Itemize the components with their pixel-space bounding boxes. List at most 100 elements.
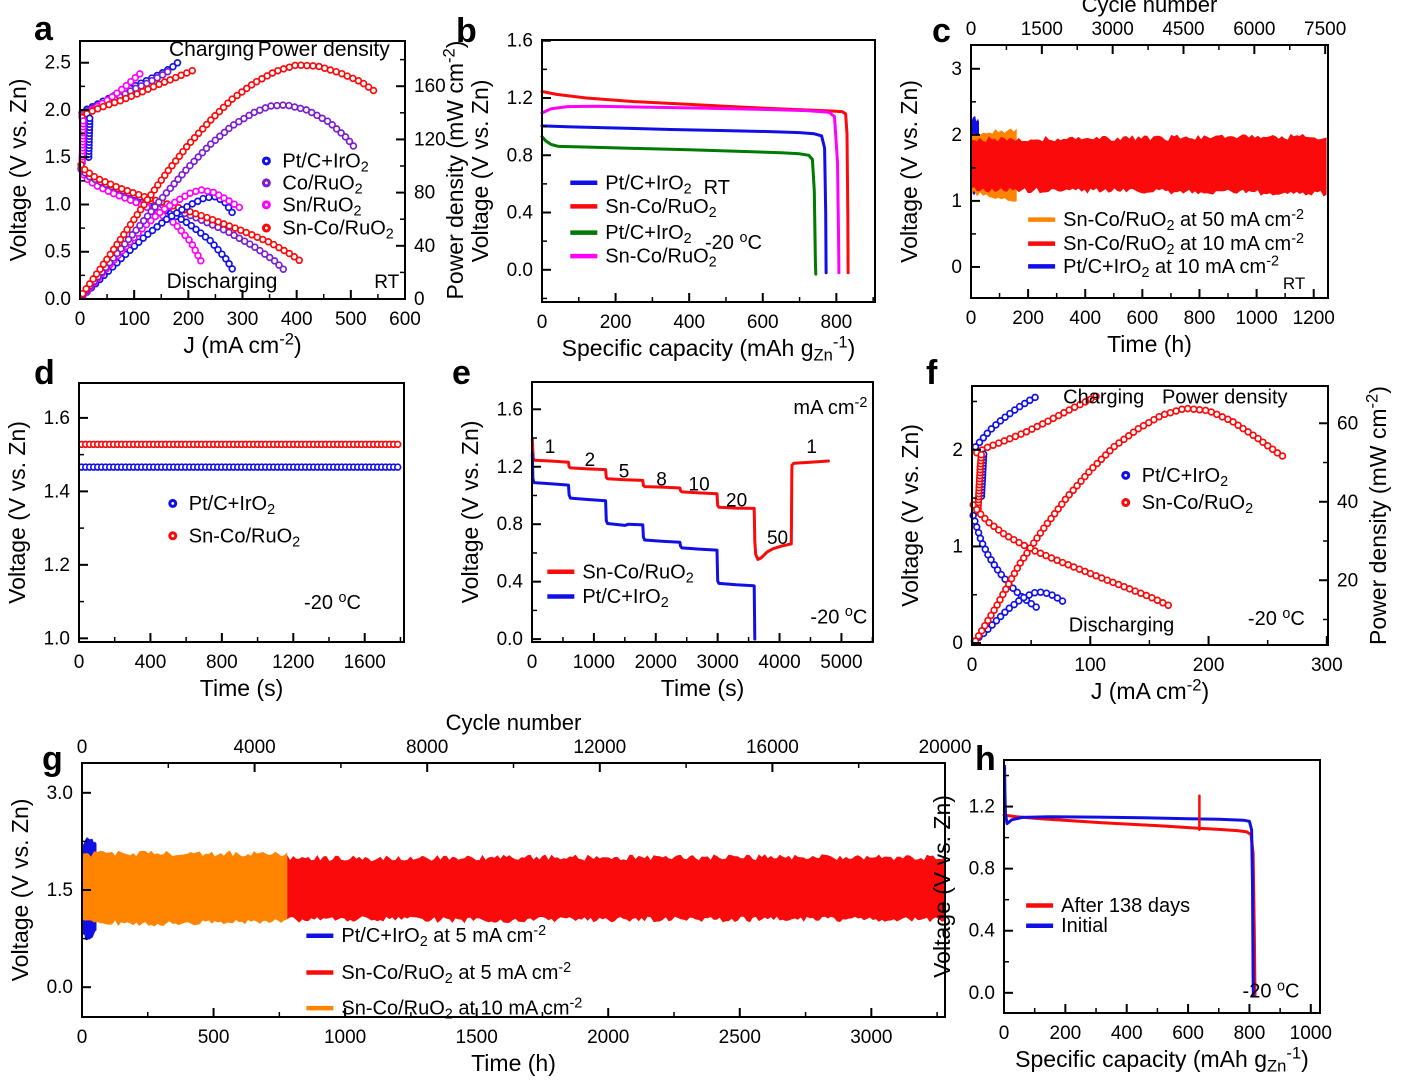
svg-text:Time (s): Time (s) <box>200 675 283 701</box>
legend-item-red: After 138 days <box>1061 895 1190 917</box>
svg-text:1000: 1000 <box>324 1027 366 1048</box>
svg-text:400: 400 <box>135 652 167 673</box>
svg-text:0: 0 <box>966 308 977 329</box>
svg-text:Cycle number: Cycle number <box>1082 0 1218 17</box>
legend-item-blue: Initial <box>1061 915 1108 937</box>
svg-text:200: 200 <box>600 312 632 333</box>
svg-text:0.0: 0.0 <box>47 977 73 998</box>
svg-text:0: 0 <box>966 19 977 40</box>
svg-text:1.6: 1.6 <box>44 408 70 429</box>
svg-text:1.5: 1.5 <box>45 147 71 168</box>
svg-text:3: 3 <box>951 59 962 80</box>
legend-item-red: Sn-Co/RuO2​ <box>282 218 393 243</box>
svg-text:60: 60 <box>1337 413 1358 434</box>
svg-text:600: 600 <box>1172 1023 1204 1044</box>
svg-text:Time (s): Time (s) <box>661 675 744 701</box>
svg-text:200: 200 <box>1012 308 1044 329</box>
svg-text:Power density (mW cm-2​): Power density (mW cm-2​) <box>1363 386 1391 645</box>
panel-f-annotation-2: Discharging <box>1069 615 1175 637</box>
svg-text:3.0: 3.0 <box>47 783 73 804</box>
svg-text:1: 1 <box>952 536 963 557</box>
svg-text:200: 200 <box>172 309 204 330</box>
svg-text:0.4: 0.4 <box>969 921 996 942</box>
legend-item-magenta: Sn-Co/RuO2​ <box>605 246 716 271</box>
svg-text:400: 400 <box>673 312 705 333</box>
svg-text:0.0: 0.0 <box>45 289 71 310</box>
svg-text:3000: 3000 <box>1092 19 1134 40</box>
svg-text:400: 400 <box>1111 1023 1143 1044</box>
svg-text:1.2: 1.2 <box>969 797 995 818</box>
series-f-ptc-iro2-charge <box>971 393 1039 451</box>
legend-item-magenta: Sn/RuO2​ <box>282 194 361 219</box>
series-b-sn-co-ruo2-m20 <box>540 104 841 275</box>
svg-text:Time (h): Time (h) <box>1107 331 1192 357</box>
svg-text:0: 0 <box>951 257 962 278</box>
svg-text:Voltage (V vs. Zn): Voltage (V vs. Zn) <box>5 79 31 262</box>
series-c-sn-co-ruo2-10ma-band <box>971 133 1327 197</box>
panel-g-legend: Pt/C+IrO2​ at 5 mA cm-2​ Sn-Co/RuO2​ at 5… <box>306 923 582 1023</box>
svg-text:1.2: 1.2 <box>44 555 70 576</box>
panel-e-annotation-4: 10 <box>689 475 710 496</box>
svg-text:300: 300 <box>227 309 259 330</box>
svg-text:200: 200 <box>1193 655 1225 676</box>
svg-text:0.0: 0.0 <box>507 260 533 281</box>
svg-text:1500: 1500 <box>1021 19 1063 40</box>
panel-e-annotation-6: 50 <box>767 528 788 549</box>
panel-a-annotation-0: Charging <box>169 38 254 61</box>
panel-e-annotation-9: -20 o​C <box>810 604 867 628</box>
svg-text:16000: 16000 <box>746 737 799 758</box>
svg-text:200: 200 <box>1050 1023 1082 1044</box>
panel-e-annotation-0: 1 <box>545 437 556 458</box>
legend-item-blue: Pt/C+IrO2​ <box>1142 465 1228 490</box>
svg-text:0.8: 0.8 <box>507 145 533 166</box>
series-f-sn-co-ruo2-power <box>971 404 1287 645</box>
series-h-initial <box>1003 764 1255 998</box>
svg-text:500: 500 <box>198 1027 230 1048</box>
svg-text:Voltage (V vs. Zn): Voltage (V vs. Zn) <box>4 421 30 604</box>
legend-item-blue: Pt/C+IrO2​ at 10 mA cm-2​ <box>1063 254 1279 281</box>
svg-text:Time (h): Time (h) <box>471 1050 556 1076</box>
svg-text:400: 400 <box>281 309 313 330</box>
panel-e-annotation-5: 20 <box>726 490 747 511</box>
series-g-sn-co-ruo2-10ma-band <box>82 850 288 927</box>
panel-h-frame <box>1003 759 1321 1014</box>
svg-text:1.2: 1.2 <box>497 457 523 478</box>
svg-text:800: 800 <box>206 652 238 673</box>
svg-text:120: 120 <box>414 129 446 150</box>
svg-text:1.0: 1.0 <box>45 194 71 215</box>
svg-text:2000: 2000 <box>635 652 677 673</box>
svg-text:8000: 8000 <box>406 737 448 758</box>
svg-text:2500: 2500 <box>719 1027 761 1048</box>
svg-text:2: 2 <box>952 440 963 461</box>
svg-text:20: 20 <box>1337 570 1358 591</box>
svg-text:Voltage (V vs. Zn): Voltage (V vs. Zn) <box>929 795 955 978</box>
svg-text:20000: 20000 <box>919 737 972 758</box>
svg-text:1: 1 <box>951 191 962 212</box>
series-e-ptc-iro2-rate-steps <box>530 452 757 641</box>
panel-e: 0 1000 2000 3000 4000 5000 Time (s) 0.0 0.4 0.8 1.… <box>457 381 874 701</box>
legend-item-green: Pt/C+IrO2​ <box>605 222 691 247</box>
legend-item-red: Sn-Co/RuO2​ at 10 mA cm-2​ <box>1063 231 1304 258</box>
svg-text:1.0: 1.0 <box>44 628 70 649</box>
legend-item-blue: Pt/C+IrO2​ <box>189 493 275 518</box>
panel-a-annotation-1: Power density <box>258 38 390 61</box>
legend-item-red: Sn-Co/RuO2​ <box>605 196 716 221</box>
svg-text:0.5: 0.5 <box>45 242 71 263</box>
panel-a-annotation-2: Discharging <box>167 270 278 293</box>
panel-f-axes: 0 100 200 300 J (mA cm-2​) 0 1 2 Voltage (V vs. … <box>897 386 1391 704</box>
svg-text:0.4: 0.4 <box>497 572 524 593</box>
panel-e-annotation-8: mA cm-2​ <box>793 395 867 419</box>
svg-text:1200: 1200 <box>1293 308 1335 329</box>
legend-item-orange: Sn-Co/RuO2​ at 50 mA cm-2​ <box>1063 207 1304 234</box>
svg-text:3000: 3000 <box>697 652 739 673</box>
svg-text:1.2: 1.2 <box>507 88 533 109</box>
panel-a-letter: a <box>34 10 53 48</box>
svg-text:0: 0 <box>77 1027 88 1048</box>
svg-text:Voltage (V vs. Zn): Voltage (V vs. Zn) <box>896 80 922 263</box>
